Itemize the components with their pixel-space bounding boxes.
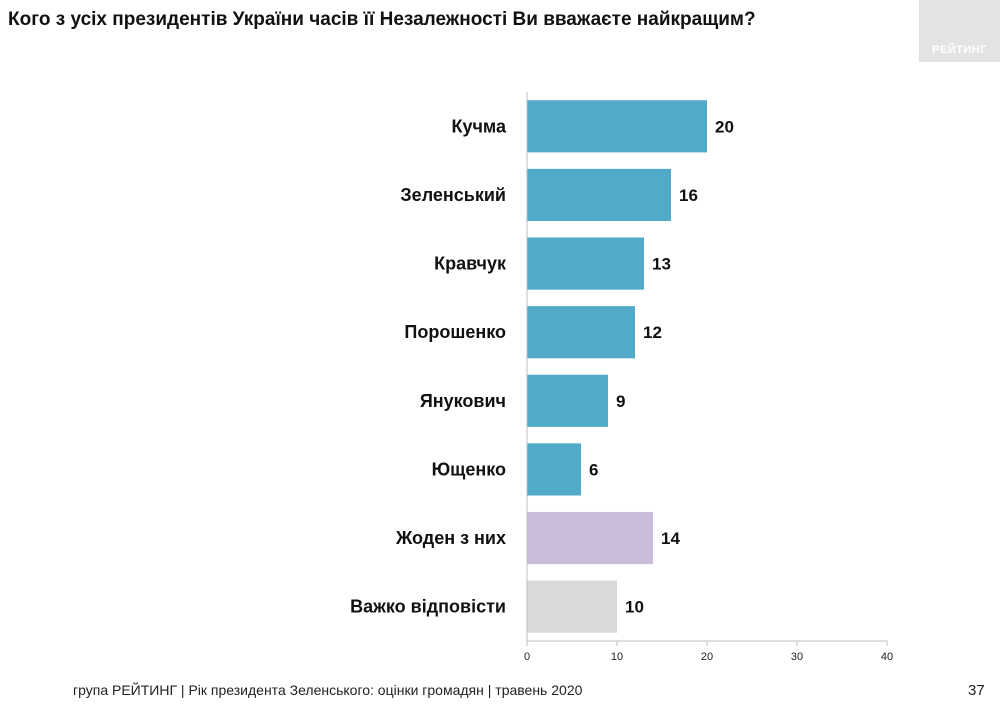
data-label: 13 <box>652 255 671 274</box>
bar-6 <box>527 443 581 496</box>
chart-title: Кого з усіх президентів України часів її… <box>8 9 756 30</box>
category-label: Жоден з них <box>395 528 506 548</box>
bar-3 <box>527 237 644 290</box>
x-tick-label: 20 <box>701 651 713 663</box>
category-label: Янукович <box>420 391 506 411</box>
page-number: 37 <box>968 682 985 699</box>
bar-4 <box>527 306 635 359</box>
data-label: 10 <box>625 598 644 617</box>
category-label: Порошенко <box>404 322 506 342</box>
data-label: 20 <box>715 117 734 136</box>
bar-7 <box>527 511 653 565</box>
data-label: 14 <box>661 529 680 548</box>
data-label: 9 <box>616 392 625 411</box>
data-label: 6 <box>589 460 598 479</box>
category-label: Кучма <box>451 116 507 136</box>
footer-caption: група РЕЙТИНГ | Рік президента Зеленсько… <box>73 682 583 698</box>
bar-5 <box>527 374 608 427</box>
category-label: Кравчук <box>434 254 507 274</box>
x-tick-label: 40 <box>881 651 893 663</box>
bar-2 <box>527 168 671 222</box>
category-label: Ющенко <box>432 459 506 479</box>
x-tick-label: 0 <box>524 651 530 663</box>
data-label: 16 <box>679 186 698 205</box>
brand-logo: РЕЙТИНГ <box>919 0 1000 62</box>
category-label: Зеленський <box>400 185 506 205</box>
x-tick-label: 30 <box>791 651 803 663</box>
bar-8 <box>527 580 617 633</box>
bar-1 <box>527 100 707 153</box>
x-tick-label: 10 <box>611 651 623 663</box>
brand-logo-text: РЕЙТИНГ <box>932 44 987 56</box>
data-label: 12 <box>643 323 662 342</box>
category-label: Важко відповісти <box>350 597 506 617</box>
